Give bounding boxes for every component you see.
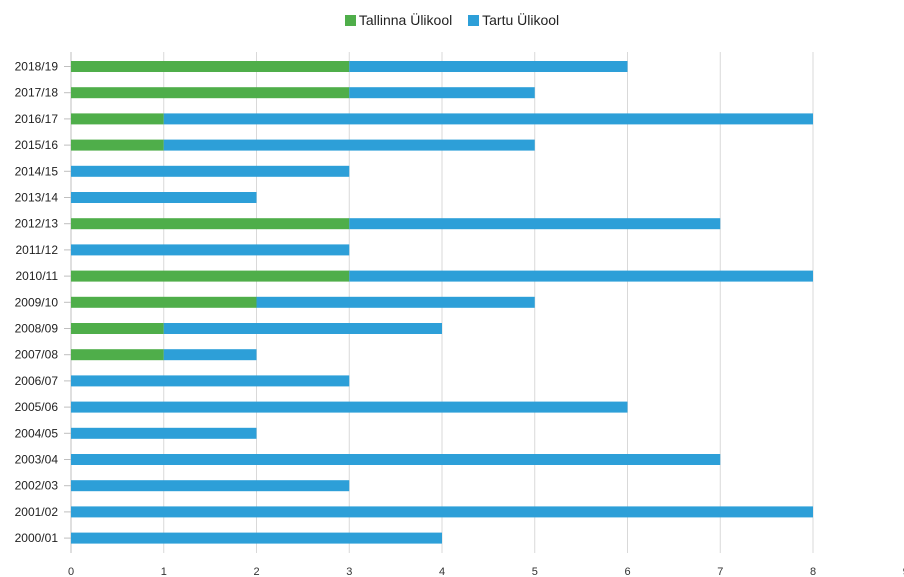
y-tick-label: 2014/15 — [15, 164, 59, 178]
bar-tartu — [163, 349, 257, 361]
y-tick-label: 2007/08 — [15, 348, 59, 362]
chart-legend: Tallinna Ülikool Tartu Ülikool — [0, 12, 904, 29]
y-tick-label: 2001/02 — [15, 505, 59, 519]
y-tick-label: 2018/19 — [15, 60, 59, 74]
legend-label-tallinn: Tallinna Ülikool — [358, 12, 453, 28]
y-tick-label: 2013/14 — [15, 191, 59, 205]
y-tick-label: 2006/07 — [15, 374, 59, 388]
x-tick-label: 0 — [68, 566, 74, 577]
legend-swatch-tartu — [468, 14, 480, 26]
legend-item-tallinn: Tallinna Ülikool — [344, 12, 453, 28]
bar-tartu — [349, 87, 535, 99]
x-tick-label: 7 — [717, 566, 723, 577]
bar-tartu — [163, 113, 813, 125]
y-tick-label: 2015/16 — [15, 138, 59, 152]
y-tick-label: 2009/10 — [15, 295, 59, 309]
bar-tartu — [71, 192, 257, 203]
bar-tartu — [71, 427, 257, 439]
x-tick-label: 1 — [161, 566, 167, 577]
bar-tartu — [71, 532, 442, 544]
y-tick-label: 2012/13 — [15, 217, 59, 231]
bar-tartu — [349, 270, 813, 282]
bar-tallinn — [71, 296, 257, 308]
y-tick-label: 2002/03 — [15, 479, 59, 493]
bar-tallinn — [71, 139, 164, 151]
bar-tartu — [71, 244, 350, 256]
bar-tartu — [349, 61, 628, 72]
y-tick-label: 2010/11 — [16, 269, 59, 283]
x-tick-label: 4 — [439, 566, 445, 577]
bar-tallinn — [71, 113, 164, 125]
y-tick-label: 2011/12 — [16, 243, 59, 257]
bar-tartu — [71, 454, 721, 465]
bar-tallinn — [71, 218, 350, 230]
x-tick-label: 5 — [532, 566, 538, 577]
y-tick-label: 2000/01 — [15, 531, 59, 545]
y-tick-label: 2017/18 — [15, 86, 59, 100]
bar-tallinn — [71, 323, 164, 334]
bar-tartu — [163, 323, 442, 334]
bar-tartu — [71, 375, 350, 387]
y-tick-label: 2005/06 — [15, 400, 59, 414]
y-tick-label: 2003/04 — [15, 453, 59, 467]
bar-tartu — [71, 506, 813, 518]
y-tick-label: 2016/17 — [15, 112, 59, 126]
bar-tallinn — [71, 270, 350, 282]
x-tick-label: 9 — [903, 566, 904, 577]
bar-tartu — [163, 139, 535, 151]
x-tick-label: 8 — [810, 566, 816, 577]
bar-tallinn — [71, 61, 350, 72]
bar-tartu — [256, 296, 535, 308]
legend-item-tartu: Tartu Ülikool — [468, 12, 559, 28]
bar-tartu — [71, 165, 350, 177]
x-tick-label: 6 — [624, 566, 630, 577]
bar-tartu — [71, 480, 350, 492]
x-tick-label: 3 — [346, 566, 352, 577]
bar-tartu — [71, 401, 628, 413]
legend-swatch-tallinn — [344, 14, 356, 26]
y-tick-label: 2008/09 — [15, 322, 59, 336]
bar-tartu — [349, 218, 721, 230]
bar-tallinn — [71, 87, 350, 99]
bar-tallinn — [71, 349, 164, 361]
y-tick-label: 2004/05 — [15, 426, 59, 440]
x-tick-label: 2 — [253, 566, 259, 577]
legend-label-tartu: Tartu Ülikool — [482, 12, 560, 28]
